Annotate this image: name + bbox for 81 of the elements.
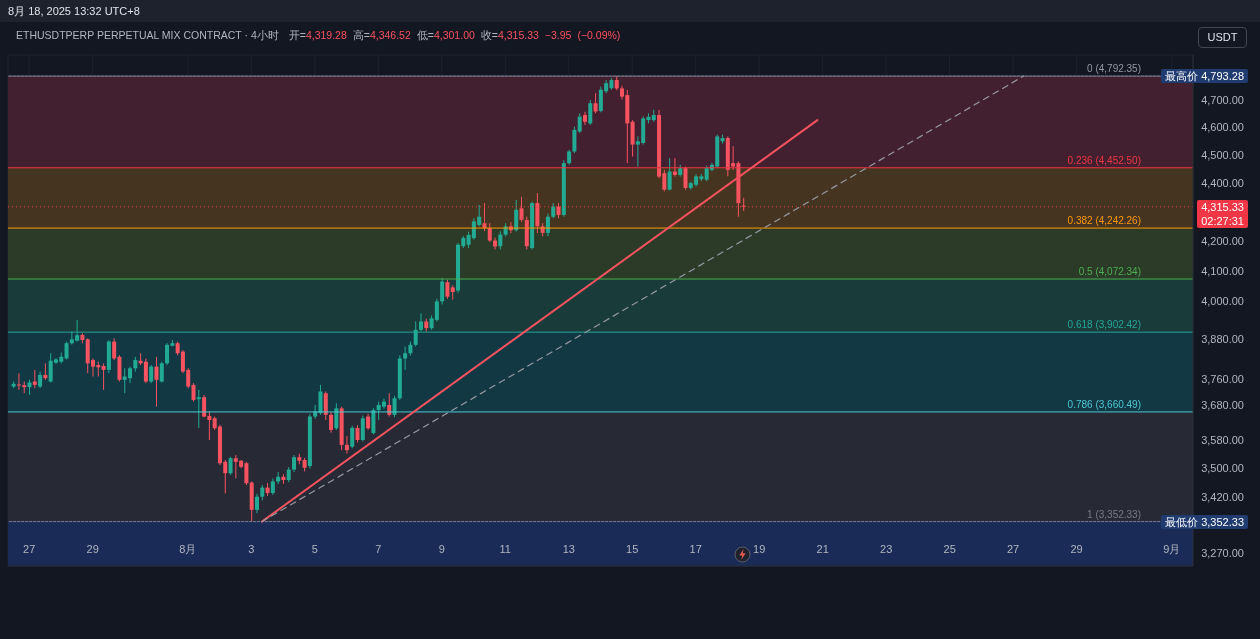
y-tick-label: 4,500.00 (1201, 148, 1244, 161)
candlestick (371, 407, 376, 435)
candlestick (487, 222, 492, 243)
x-tick-label: 29 (1070, 543, 1083, 555)
candlestick (323, 391, 328, 421)
candlestick (572, 126, 577, 154)
x-tick-label: 5 (311, 543, 318, 555)
y-tick-label: 4,700.00 (1201, 94, 1244, 107)
candlestick (143, 357, 148, 384)
candlestick (440, 277, 445, 305)
y-tick-label: 3,760.00 (1201, 372, 1244, 385)
candlestick (191, 382, 196, 403)
candlestick (403, 346, 408, 371)
candlestick (149, 364, 154, 384)
y-tick-label: 3,880.00 (1201, 333, 1244, 346)
candlestick (667, 157, 672, 192)
candlestick (334, 402, 339, 431)
x-tick-label: 19 (753, 543, 766, 555)
x-tick-label: 21 (816, 543, 829, 555)
ref-line-label: 1 (3,352.33) (1087, 508, 1141, 520)
y-tick-label: 3,270.00 (1201, 546, 1244, 559)
chart-title: ETHUSDTPERP PERPETUAL MIX CONTRACT · 4小时 (16, 29, 279, 41)
candlestick (344, 435, 349, 455)
y-tick-label: 3,580.00 (1201, 433, 1244, 446)
y-tick-label: 3,680.00 (1201, 399, 1244, 412)
ref-line-label: 0.236 (4,452.50) (1067, 154, 1141, 166)
y-tick-label: 4,600.00 (1201, 121, 1244, 134)
x-tick-label: 9 (438, 543, 445, 555)
candlestick (350, 425, 355, 449)
x-tick-label: 25 (943, 543, 956, 555)
text: 8月 18, 2025 13:32 UTC+8 (8, 4, 140, 18)
x-tick-label: 7 (375, 543, 382, 555)
ref-line-label: 最低价 3,352.33 (1165, 514, 1244, 529)
candlestick (196, 389, 201, 429)
y-tick-label: 4,100.00 (1201, 264, 1244, 277)
x-tick-label: 27 (1007, 543, 1020, 555)
ref-line-label: 最高价 4,793.28 (1165, 68, 1244, 83)
candlestick (16, 372, 21, 391)
ref-line-label: 0.5 (4,072.34) (1078, 266, 1141, 278)
x-tick-label: 15 (626, 543, 639, 555)
ref-line-label: 0.382 (4,242.26) (1067, 215, 1141, 227)
candlestick (582, 111, 587, 126)
candlestick (519, 196, 524, 223)
candlestick (498, 230, 503, 250)
x-tick-label: 29 (86, 543, 99, 555)
y-tick-label: 4,000.00 (1201, 295, 1244, 308)
candlestick (535, 192, 540, 234)
x-tick-label: 13 (562, 543, 575, 555)
candlestick (593, 92, 598, 114)
y-tick-label: 3,420.00 (1201, 490, 1244, 503)
ref-line-label: 0.618 (3,902.42) (1067, 319, 1141, 331)
ref-line-label: 4,315.33 02:27:31 (1201, 199, 1244, 228)
x-tick-label: 8月 (179, 543, 197, 555)
y-tick-label: 3,500.00 (1201, 461, 1244, 474)
candlestick (577, 112, 582, 134)
candlestick (101, 362, 106, 391)
y-tick-label: 4,400.00 (1201, 176, 1244, 189)
candlestick (228, 456, 233, 476)
candlestick (254, 493, 259, 514)
ref-line-label: 0.786 (3,660.49) (1067, 398, 1141, 410)
x-tick-label: 23 (880, 543, 893, 555)
candlestick (159, 361, 164, 383)
x-tick-label: 17 (689, 543, 702, 555)
x-tick-label: 27 (23, 543, 36, 555)
y-axis-title: USDT (1198, 27, 1247, 48)
candlestick (445, 279, 450, 300)
candlestick (329, 411, 334, 434)
x-tick-label: 9月 (1163, 543, 1181, 555)
candlestick (360, 415, 365, 442)
candlestick (381, 398, 386, 410)
candlestick (32, 369, 37, 389)
candlestick (672, 157, 677, 178)
text: 开=4,319.28 高=4,346.52 低=4,301.00 收=4,315.33 −3.95 (−0.09%) (288, 29, 621, 41)
candlestick (165, 342, 170, 366)
candlestick (154, 356, 159, 408)
candlestick (588, 99, 593, 126)
y-tick-label: 4,200.00 (1201, 234, 1244, 247)
x-tick-label: 11 (499, 543, 511, 555)
x-tick-label: 3 (248, 543, 255, 555)
ref-line-label: 0 (4,792.35) (1087, 63, 1141, 75)
candlestick (630, 119, 635, 157)
